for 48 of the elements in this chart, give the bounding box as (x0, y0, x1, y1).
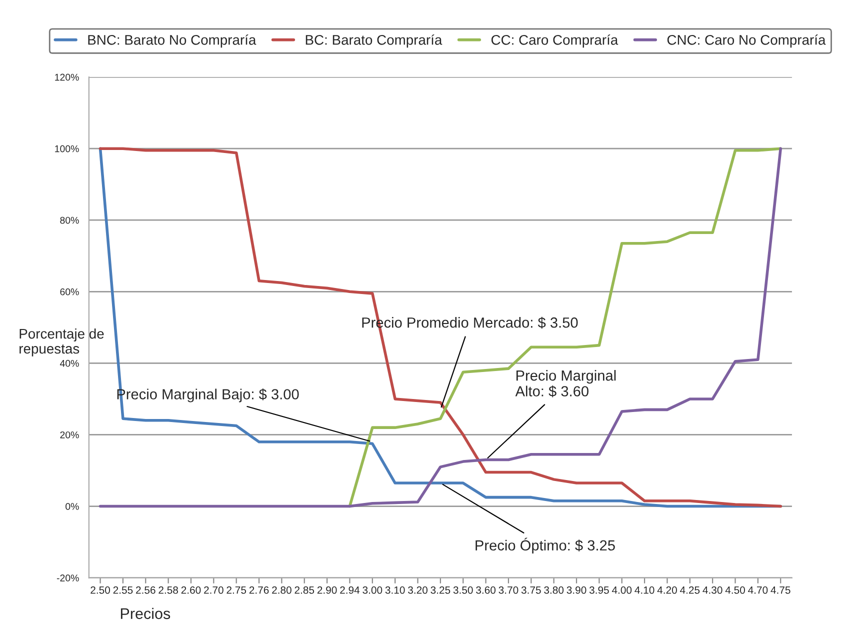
x-tick-label: 2.85 (294, 586, 314, 594)
x-tick-label: 4.50 (725, 586, 745, 594)
x-tick-label: 3.75 (521, 586, 541, 594)
legend-label: BNC: Barato No Compraría (88, 34, 256, 48)
x-axis-title: Precios (120, 608, 170, 620)
x-tick-label: 4.25 (680, 586, 700, 594)
x-tick-label: 2.76 (249, 586, 269, 594)
x-tick-label: 3.60 (476, 586, 496, 594)
x-tick-label: 2.55 (113, 586, 133, 594)
x-tick-label: 3.90 (566, 586, 586, 594)
x-tick-label: 4.20 (657, 586, 677, 594)
legend-label: CNC: Caro No Compraría (667, 34, 826, 48)
legend-label: CC: Caro Compraría (491, 34, 618, 48)
x-tick-label: 3.50 (453, 586, 473, 594)
x-tick-label: 4.10 (634, 586, 654, 594)
y-axis-title: Porcentaje de repuestas (20, 328, 104, 356)
x-tick-label: 2.50 (90, 586, 110, 594)
y-tick-label: 40% (60, 360, 79, 367)
line-series (348, 147, 782, 508)
y-tick-label: 80% (60, 216, 79, 224)
y-tick-label: 20% (60, 431, 79, 438)
x-tick-label: 4.70 (748, 586, 768, 594)
x-tick-label: 3.00 (362, 586, 382, 594)
x-tick-label: 4.30 (702, 586, 722, 594)
y-tick-label: -20% (56, 574, 79, 582)
x-tick-label: 3.10 (385, 586, 405, 594)
y-tick-label: 120% (55, 74, 79, 81)
x-tick-label: 3.95 (589, 586, 609, 594)
x-tick-label: 3.80 (544, 586, 564, 594)
x-tick-label: 2.58 (158, 586, 178, 594)
x-tick-label: 4.00 (612, 586, 632, 594)
annotation: Precio Óptimo: $ 3.25 (476, 538, 615, 554)
legend-label: BC: Barato Compraría (306, 34, 442, 48)
x-tick-label: 2.56 (136, 586, 156, 594)
x-tick-label: 2.90 (317, 586, 337, 594)
y-tick-label: 0% (66, 502, 79, 510)
x-tick-label: 3.20 (408, 586, 428, 594)
x-tick-label: 2.60 (181, 586, 201, 594)
x-tick-label: 2.75 (226, 586, 246, 594)
x-tick-label: 2.94 (340, 586, 360, 594)
x-tick-label: 2.70 (204, 586, 224, 594)
x-tick-label: 3.25 (430, 586, 450, 594)
y-tick-label: 60% (60, 288, 79, 296)
x-tick-label: 3.70 (498, 586, 518, 594)
x-tick-label: 4.75 (770, 586, 790, 594)
x-tick-label: 2.80 (272, 586, 292, 594)
annotation: Precio Marginal Alto: $ 3.60 (515, 370, 616, 398)
y-tick-label: 100% (55, 145, 79, 152)
